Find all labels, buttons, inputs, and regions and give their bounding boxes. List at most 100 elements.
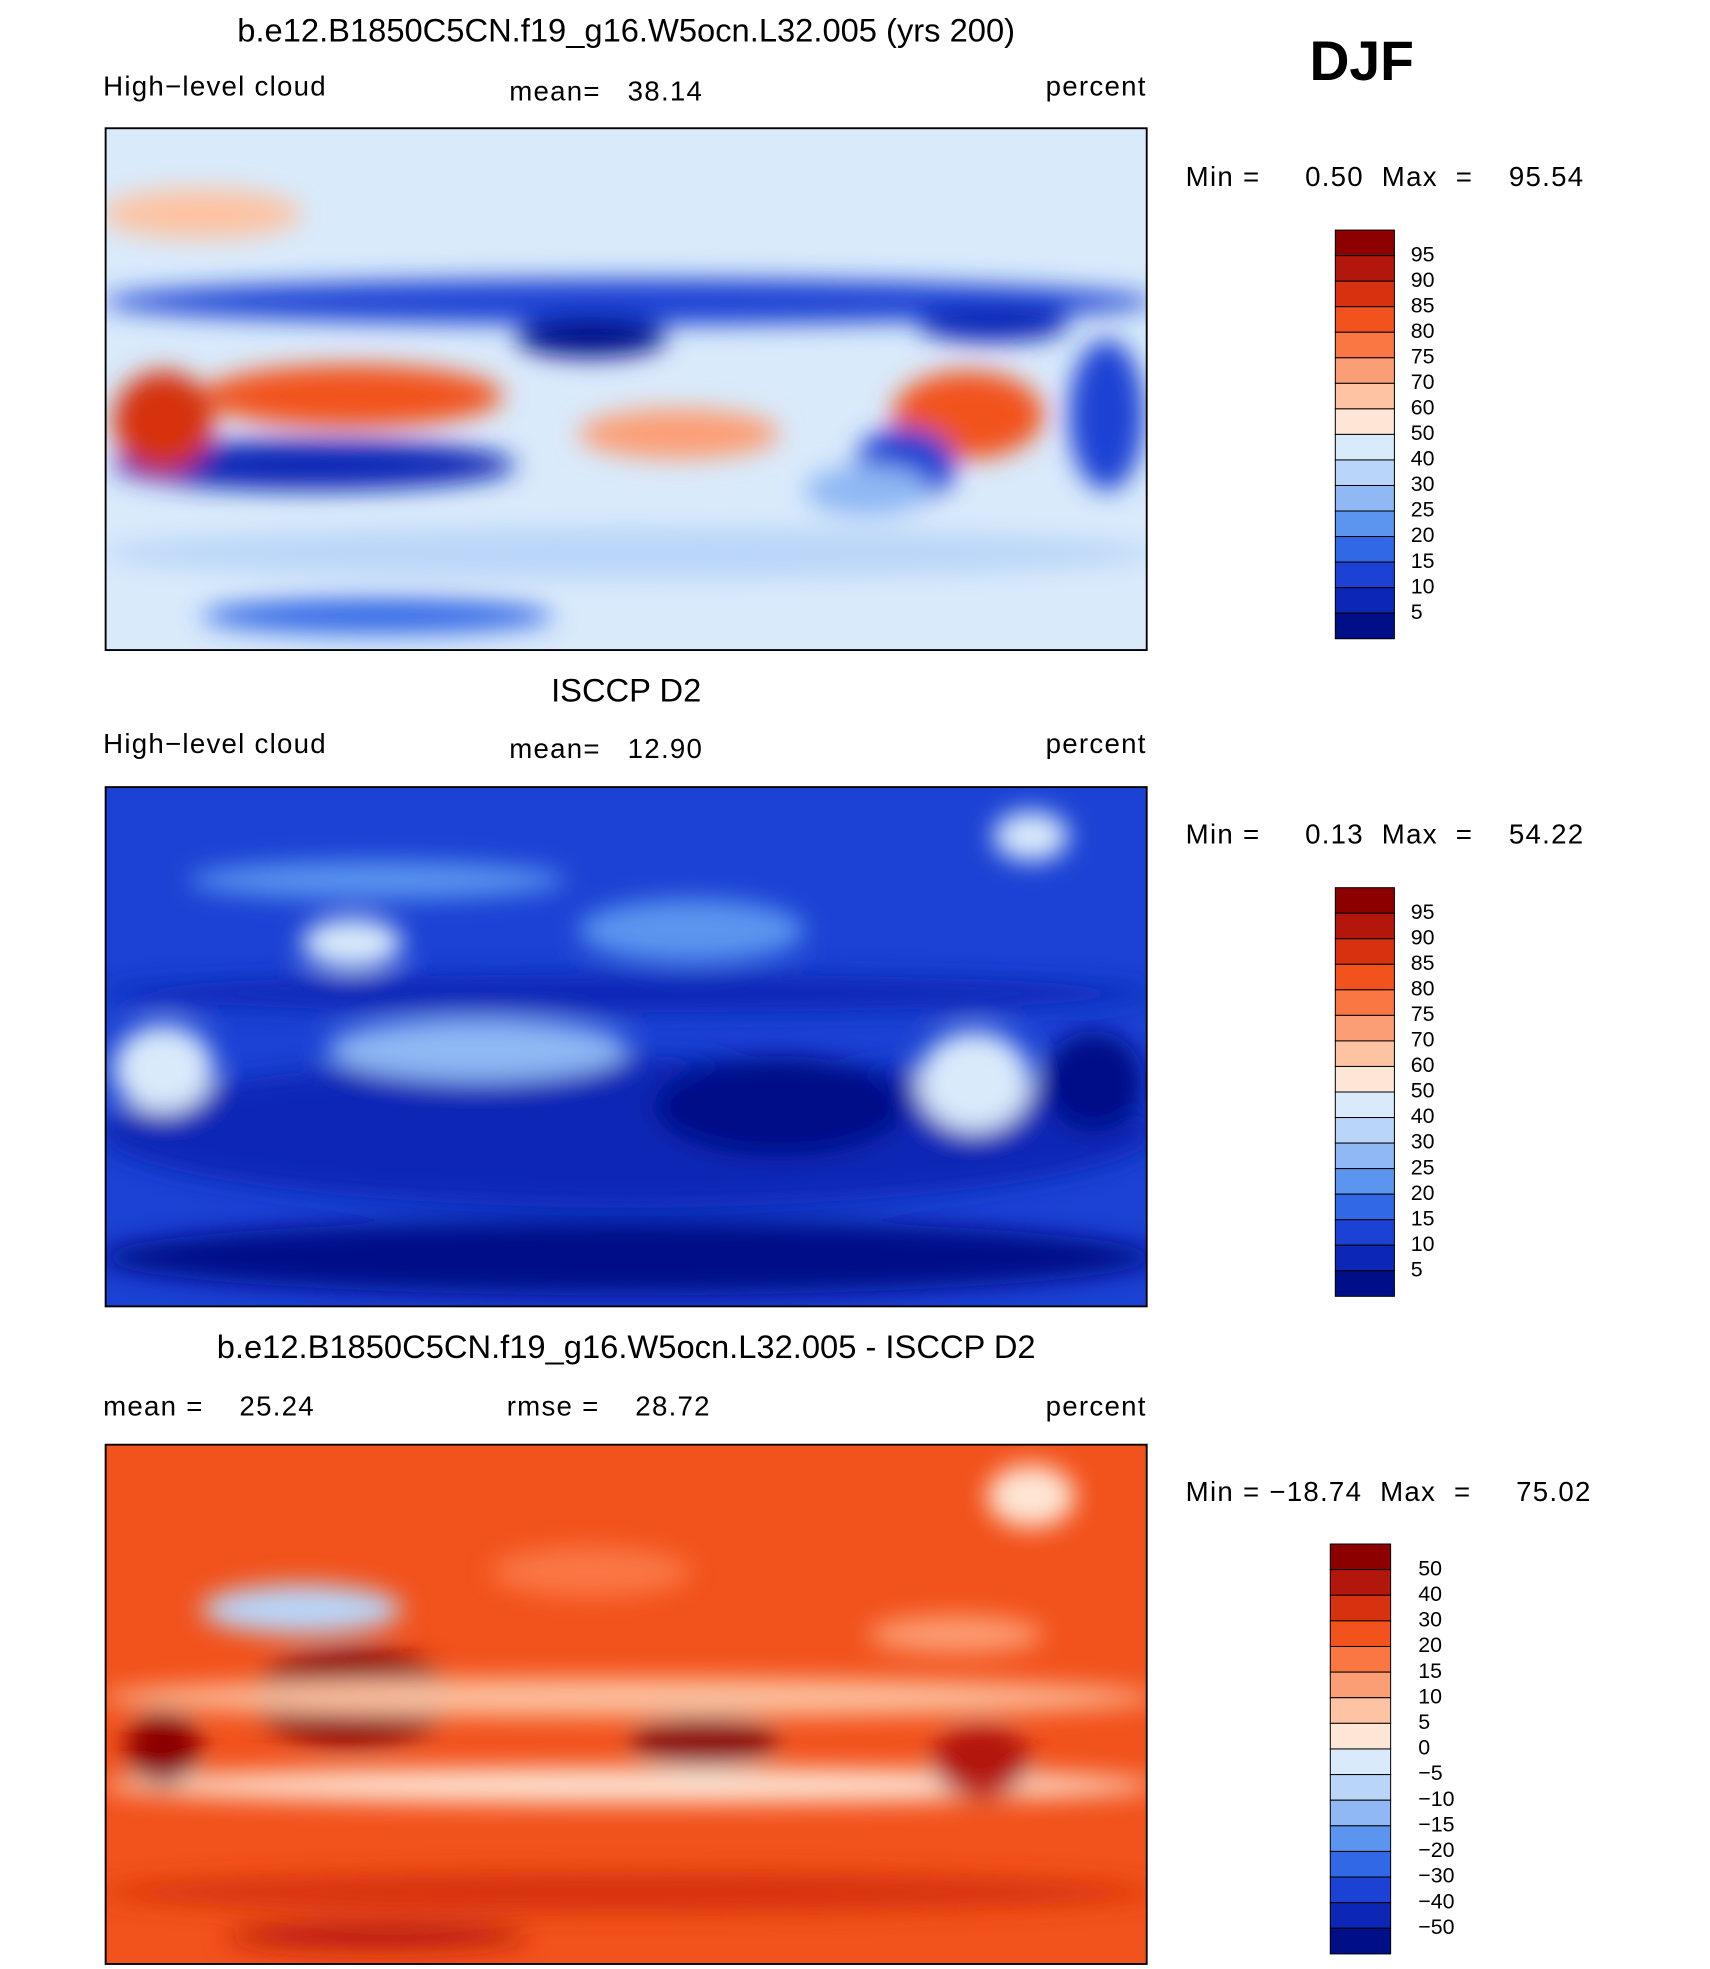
colorbar-label: 95 [1411, 242, 1435, 266]
contour-region [1043, 1031, 1145, 1132]
colorbar-box [1334, 484, 1395, 512]
contour-region [201, 1584, 403, 1635]
colorbar-box [1334, 357, 1395, 384]
contour-region [105, 528, 1147, 579]
center-label: mean= 38.14 [509, 75, 703, 106]
colorbar-box [1334, 459, 1395, 486]
contour-region [917, 306, 1069, 342]
contour-region [628, 1716, 780, 1767]
colorbar-box [1329, 1825, 1392, 1852]
contour-region [125, 1709, 202, 1786]
colorbar-label: −50 [1418, 1915, 1454, 1939]
contour-region [578, 408, 780, 459]
colorbar-label: 5 [1411, 600, 1423, 624]
center-label: mean= 12.90 [509, 733, 703, 764]
colorbar-box [1334, 382, 1395, 410]
contour-region [301, 917, 403, 969]
colorbar-label: 15 [1411, 1206, 1435, 1230]
contour-region [226, 1923, 529, 1949]
colorbar-box [1334, 612, 1395, 640]
colorbar-label: 0 [1418, 1736, 1430, 1760]
contour-region [993, 810, 1069, 862]
colorbar-box [1334, 561, 1395, 589]
colorbar-label: 40 [1418, 1582, 1442, 1606]
contour-region [105, 1872, 1147, 1913]
panel: ISCCP D2 High−level cloud mean= 12.90 perce… [103, 671, 1585, 1308]
colorbar-label: −15 [1418, 1812, 1454, 1836]
colorbar-label: 75 [1411, 344, 1435, 368]
map-contours [105, 810, 1147, 1296]
colorbar-label: 80 [1411, 319, 1435, 343]
colorbar-box [1334, 280, 1395, 308]
center-label: rmse = 28.72 [507, 1391, 711, 1422]
colorbar-box [1334, 912, 1395, 940]
colorbar-box [1329, 1697, 1392, 1724]
colorbar-label: 10 [1411, 574, 1435, 598]
colorbar-label: 20 [1411, 1181, 1435, 1205]
colorbar-box [1334, 229, 1395, 257]
map-contours [105, 188, 1147, 634]
colorbar-box [1329, 1671, 1392, 1699]
contour-region [490, 1546, 692, 1597]
colorbar-label: 20 [1418, 1633, 1442, 1657]
colorbar-box [1329, 1543, 1392, 1571]
contour-region [105, 1219, 1147, 1296]
colorbar-box [1334, 1270, 1395, 1297]
colorbar-label: 5 [1418, 1710, 1430, 1734]
contour-region [987, 1464, 1076, 1528]
colorbar-box [1329, 1620, 1392, 1647]
map-field [105, 787, 1147, 1307]
left-label: High−level cloud [103, 728, 327, 759]
left-label: mean = 25.24 [103, 1391, 315, 1422]
units-label: percent [1046, 1391, 1147, 1422]
colorbar-label: 15 [1418, 1659, 1442, 1683]
colorbar-label: 60 [1411, 1053, 1435, 1077]
colorbar-box [1334, 433, 1395, 461]
colorbar-label: 10 [1418, 1684, 1442, 1708]
colorbar-label: 5 [1411, 1257, 1423, 1281]
panel-title: b.e12.B1850C5CN.f19_g16.W5ocn.L32.005 (y… [237, 11, 1015, 48]
colorbar-label: −30 [1418, 1864, 1454, 1888]
contour-region [113, 1024, 214, 1113]
colorbar-box [1329, 1774, 1392, 1801]
contour-region [105, 188, 302, 239]
contour-region [113, 370, 214, 472]
colorbar-label: 40 [1411, 1104, 1435, 1128]
colorbar-box [1334, 1142, 1395, 1170]
colorbar-box [1334, 536, 1395, 563]
colorbar-box [1334, 1244, 1395, 1272]
season-label: DJF [1309, 30, 1414, 92]
colorbar-label: 10 [1411, 1232, 1435, 1256]
colorbar-box [1334, 1040, 1395, 1067]
colorbar-label: 80 [1411, 976, 1435, 1000]
contour-region [105, 1767, 1147, 1804]
colorbar-box [1334, 963, 1395, 991]
map-frame [104, 786, 1148, 1308]
contour-region [917, 1031, 1032, 1132]
contour-region [326, 1018, 629, 1082]
contour-region [201, 364, 503, 428]
min-max: Min = 0.50 Max = 95.54 [1186, 161, 1585, 192]
colorbar-label: −20 [1418, 1838, 1454, 1862]
colorbar-box [1334, 938, 1395, 965]
min-max: Min = 0.13 Max = 54.22 [1186, 818, 1585, 849]
colorbar-label: 15 [1411, 549, 1435, 573]
colorbar-box [1334, 887, 1395, 914]
panel: b.e12.B1850C5CN.f19_g16.W5ocn.L32.005 (y… [103, 11, 1585, 651]
map-field [105, 1444, 1147, 1964]
colorbar-label: 75 [1411, 1002, 1435, 1026]
contour-region [113, 440, 516, 491]
min-max: Min = −18.74 Max = 75.02 [1186, 1476, 1592, 1507]
units-label: percent [1046, 70, 1147, 101]
colorbar-box [1329, 1594, 1392, 1622]
contour-region [867, 1615, 1044, 1654]
colorbar-label: 95 [1411, 900, 1435, 924]
colorbar-box [1329, 1722, 1392, 1750]
colorbar-label: 25 [1411, 1155, 1435, 1179]
colorbar-box [1334, 255, 1395, 282]
map-field [105, 128, 1147, 651]
colorbar-label: 90 [1411, 268, 1435, 292]
colorbar-box [1329, 1569, 1392, 1596]
map-contours [105, 1464, 1147, 1949]
